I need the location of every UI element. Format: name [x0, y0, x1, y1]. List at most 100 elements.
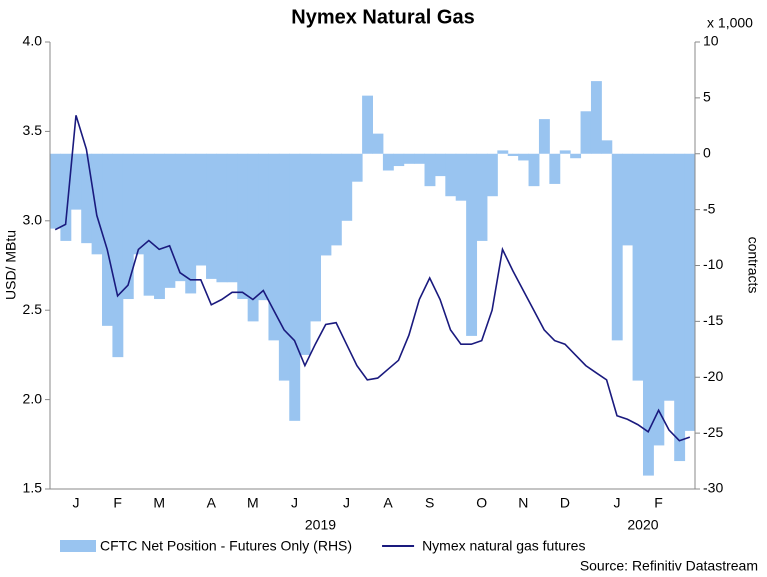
area-step	[424, 153, 436, 187]
area-step	[528, 153, 540, 187]
area-step	[372, 133, 384, 154]
area-step	[663, 153, 675, 401]
area-step	[164, 153, 176, 288]
area-step	[611, 153, 623, 341]
area-step	[393, 153, 405, 167]
y2-tick-label: 0	[703, 144, 711, 160]
x-tick-label: J	[343, 495, 350, 511]
area-step	[538, 119, 550, 154]
area-step	[102, 153, 113, 326]
x-tick-label: J	[73, 495, 80, 511]
x-group-label: 2019	[305, 517, 336, 533]
area-step	[310, 153, 321, 322]
area-step	[549, 153, 561, 184]
x-tick-label: D	[560, 495, 570, 511]
area-step	[601, 140, 613, 154]
area-step	[382, 153, 394, 171]
area-step	[122, 153, 134, 300]
area-step	[237, 153, 249, 300]
area-step	[559, 150, 571, 154]
y-tick-label: 2.0	[23, 390, 43, 406]
area-step	[247, 153, 259, 322]
x-tick-label: A	[207, 495, 217, 511]
area-step	[580, 111, 592, 154]
area-step	[414, 153, 426, 164]
area-step	[351, 153, 363, 182]
area-step	[684, 153, 696, 431]
area-step	[632, 153, 644, 381]
y2-axis-label: contracts	[745, 237, 761, 294]
legend-label: Nymex natural gas futures	[422, 538, 585, 554]
area-step	[258, 153, 269, 301]
y2-tick-label: 5	[703, 89, 711, 105]
y-tick-label: 3.5	[23, 122, 43, 138]
area-step	[497, 150, 509, 154]
area-step	[445, 153, 457, 197]
legend-swatch	[60, 540, 96, 552]
area-step	[330, 153, 342, 246]
y2-tick-label: -20	[703, 368, 723, 384]
area-step	[206, 153, 217, 279]
x-group-label: 2020	[627, 517, 658, 533]
x-tick-label: F	[113, 495, 122, 511]
area-step	[133, 153, 145, 255]
area-step	[590, 81, 602, 154]
y2-unit-label: x 1,000	[707, 15, 753, 31]
area-step	[70, 153, 82, 210]
area-step	[278, 153, 290, 381]
area-step	[653, 153, 665, 446]
area-step	[570, 153, 582, 159]
x-tick-label: N	[518, 495, 528, 511]
area-step	[642, 153, 654, 476]
area-step	[91, 153, 103, 255]
y2-tick-label: -25	[703, 424, 723, 440]
y2-tick-label: -10	[703, 256, 723, 272]
source-note: Source: Refinitiv Datastream	[580, 558, 758, 574]
area-step	[185, 153, 197, 294]
area-step	[434, 153, 446, 177]
y2-tick-label: 10	[703, 33, 719, 49]
area-step	[299, 153, 311, 355]
area-step	[195, 153, 207, 266]
area-step	[320, 153, 332, 256]
x-tick-label: A	[383, 495, 393, 511]
y2-tick-label: -30	[703, 480, 723, 496]
area-step	[674, 153, 686, 462]
area-step	[486, 153, 498, 197]
area-step	[154, 153, 165, 300]
x-tick-label: O	[476, 495, 487, 511]
area-step	[143, 153, 155, 296]
price-line	[54, 115, 691, 442]
x-tick-label: J	[613, 495, 620, 511]
y-axis-label: USD/ MBtu	[3, 230, 19, 300]
area-step	[289, 153, 301, 421]
chart-title: Nymex Natural Gas	[291, 6, 474, 28]
legend-label: CFTC Net Position - Futures Only (RHS)	[100, 538, 352, 554]
y2-tick-label: -5	[703, 200, 716, 216]
area-step	[466, 153, 478, 336]
area-step	[174, 153, 186, 282]
area-step	[341, 153, 353, 221]
area-step	[226, 153, 238, 283]
area-step	[50, 153, 61, 229]
x-tick-label: J	[291, 495, 298, 511]
y-tick-label: 1.5	[23, 480, 43, 496]
x-tick-label: S	[425, 495, 434, 511]
area-step	[403, 153, 415, 164]
area-step	[268, 153, 280, 341]
y-tick-label: 2.5	[23, 301, 43, 317]
area-step	[622, 153, 634, 246]
area-step	[455, 153, 467, 201]
area-step	[518, 153, 530, 161]
area-step	[476, 153, 488, 241]
area-step	[81, 153, 93, 244]
area-step	[507, 153, 519, 156]
x-tick-label: M	[247, 495, 259, 511]
x-tick-label: M	[153, 495, 165, 511]
area-step	[216, 153, 228, 283]
y2-tick-label: -15	[703, 312, 723, 328]
x-tick-label: F	[654, 495, 663, 511]
y-tick-label: 4.0	[23, 33, 43, 49]
area-step	[60, 153, 72, 241]
